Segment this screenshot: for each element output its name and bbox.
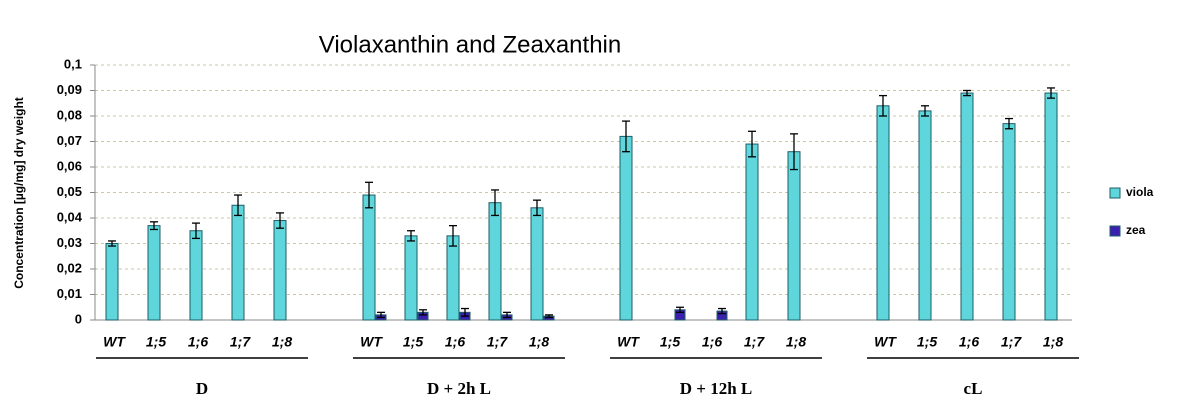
group-label: D + 12h L	[680, 379, 753, 398]
x-tick-label: 1;5	[917, 334, 937, 350]
bar	[105, 243, 119, 321]
bar	[404, 235, 418, 321]
x-tick-label: 1;8	[272, 334, 292, 350]
bar	[530, 207, 544, 321]
x-tick-label: 1;6	[959, 334, 979, 350]
bar	[488, 202, 502, 321]
x-tick-label: 1;7	[1001, 334, 1022, 350]
x-tick-label: 1;5	[660, 334, 680, 350]
y-tick-label: 0,08	[57, 107, 82, 122]
bar	[1002, 123, 1016, 321]
x-tick-label: 1;7	[230, 334, 251, 350]
legend-label: viola	[1126, 185, 1154, 199]
x-tick-label: 1;6	[445, 334, 465, 350]
y-tick-label: 0,02	[57, 260, 82, 275]
x-tick-label: WT	[360, 334, 383, 350]
bar	[362, 194, 376, 321]
group-label: D	[196, 379, 208, 398]
bar	[231, 204, 245, 321]
group-label: D + 2h L	[427, 379, 491, 398]
y-tick-label: 0,1	[64, 56, 82, 71]
x-tick-label: 1;6	[188, 334, 208, 350]
x-tick-label: 1;5	[403, 334, 423, 350]
y-tick-label: 0,06	[57, 158, 82, 173]
x-tick-label: 1;8	[786, 334, 806, 350]
bar	[918, 110, 932, 321]
x-tick-label: 1;8	[529, 334, 549, 350]
legend-swatch	[1109, 187, 1121, 199]
group-label: cL	[964, 379, 983, 398]
x-tick-label: 1;7	[744, 334, 765, 350]
chart-title: Violaxanthin and Zeaxanthin	[319, 31, 621, 58]
y-tick-label: 0,05	[57, 184, 82, 199]
x-tick-label: 1;6	[702, 334, 722, 350]
x-tick-label: 1;8	[1043, 334, 1063, 350]
legend-label: zea	[1126, 223, 1146, 237]
y-tick-label: 0,03	[57, 235, 82, 250]
y-tick-label: 0	[75, 311, 82, 326]
y-axis-label: Concentration [µg/mg] dry weight	[12, 97, 26, 289]
y-tick-label: 0,09	[57, 82, 82, 97]
y-tick-label: 0,01	[57, 286, 82, 301]
x-tick-label: WT	[103, 334, 126, 350]
x-tick-label: WT	[874, 334, 897, 350]
bar	[189, 230, 203, 321]
x-tick-label: 1;7	[487, 334, 508, 350]
x-tick-label: WT	[617, 334, 640, 350]
legend-swatch	[1109, 225, 1121, 237]
y-tick-label: 0,07	[57, 133, 82, 148]
bar	[960, 92, 974, 321]
bar	[876, 105, 890, 321]
bar	[745, 143, 759, 321]
x-tick-label: 1;5	[146, 334, 166, 350]
bar	[1044, 92, 1058, 321]
bar	[787, 151, 801, 321]
y-tick-label: 0,04	[57, 209, 83, 224]
bar	[273, 220, 287, 321]
bar	[147, 225, 161, 321]
bar	[619, 135, 633, 321]
bar	[446, 235, 460, 321]
